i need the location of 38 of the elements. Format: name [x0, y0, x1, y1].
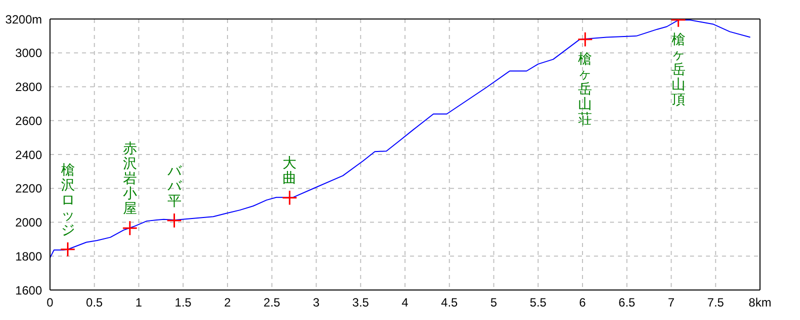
y-tick-label: 1800 — [15, 249, 42, 264]
point — [60, 242, 76, 258]
x-tick-label: 0 — [46, 296, 54, 310]
y-tick-label: 2800 — [15, 80, 42, 94]
x-tick-label: 4.5 — [441, 296, 458, 310]
x-tick-label: 1.5 — [174, 296, 192, 310]
point — [282, 190, 298, 206]
y-tick-label: 2000 — [15, 216, 42, 230]
point — [577, 32, 593, 48]
y-tick-label: 2200 — [15, 182, 42, 196]
x-tick-label: 2.5 — [264, 296, 281, 310]
x-tick-label: 7 — [668, 296, 675, 310]
y-tick-label: 3200m — [5, 12, 42, 26]
x-tick-label: 1 — [135, 296, 142, 310]
y-tick-label: 1600 — [15, 283, 42, 298]
x-tick-label: 6.5 — [618, 296, 636, 310]
x-tick-label: 4 — [402, 296, 409, 310]
x-tick-label: 3.5 — [352, 296, 370, 310]
annotation: 槍沢ロッジ — [60, 162, 75, 238]
x-tick-label: 8km — [748, 296, 772, 310]
annotation: 大曲 — [282, 156, 297, 187]
annotation: ババ平 — [166, 164, 182, 210]
point — [166, 212, 182, 228]
annotation: 槍ヶ岳山荘 — [578, 51, 592, 128]
y-tick-label: 2400 — [15, 148, 42, 162]
line-series — [50, 20, 751, 258]
x-tick-label: 0.5 — [86, 296, 104, 310]
point — [122, 220, 138, 236]
x-tick-label: 3 — [312, 296, 320, 310]
annotation: 槍ヶ岳山頂 — [671, 32, 686, 108]
x-tick-label: 7.5 — [707, 296, 724, 310]
x-tick-label: 5.5 — [530, 296, 547, 310]
annotation: 赤沢岩小屋 — [122, 141, 137, 218]
x-tick-label: 2 — [224, 296, 232, 310]
x-tick-label: 5 — [490, 296, 498, 310]
x-tick-label: 6 — [579, 296, 586, 310]
y-tick-label: 2600 — [15, 114, 42, 128]
y-tick-label: 3000 — [15, 46, 42, 60]
